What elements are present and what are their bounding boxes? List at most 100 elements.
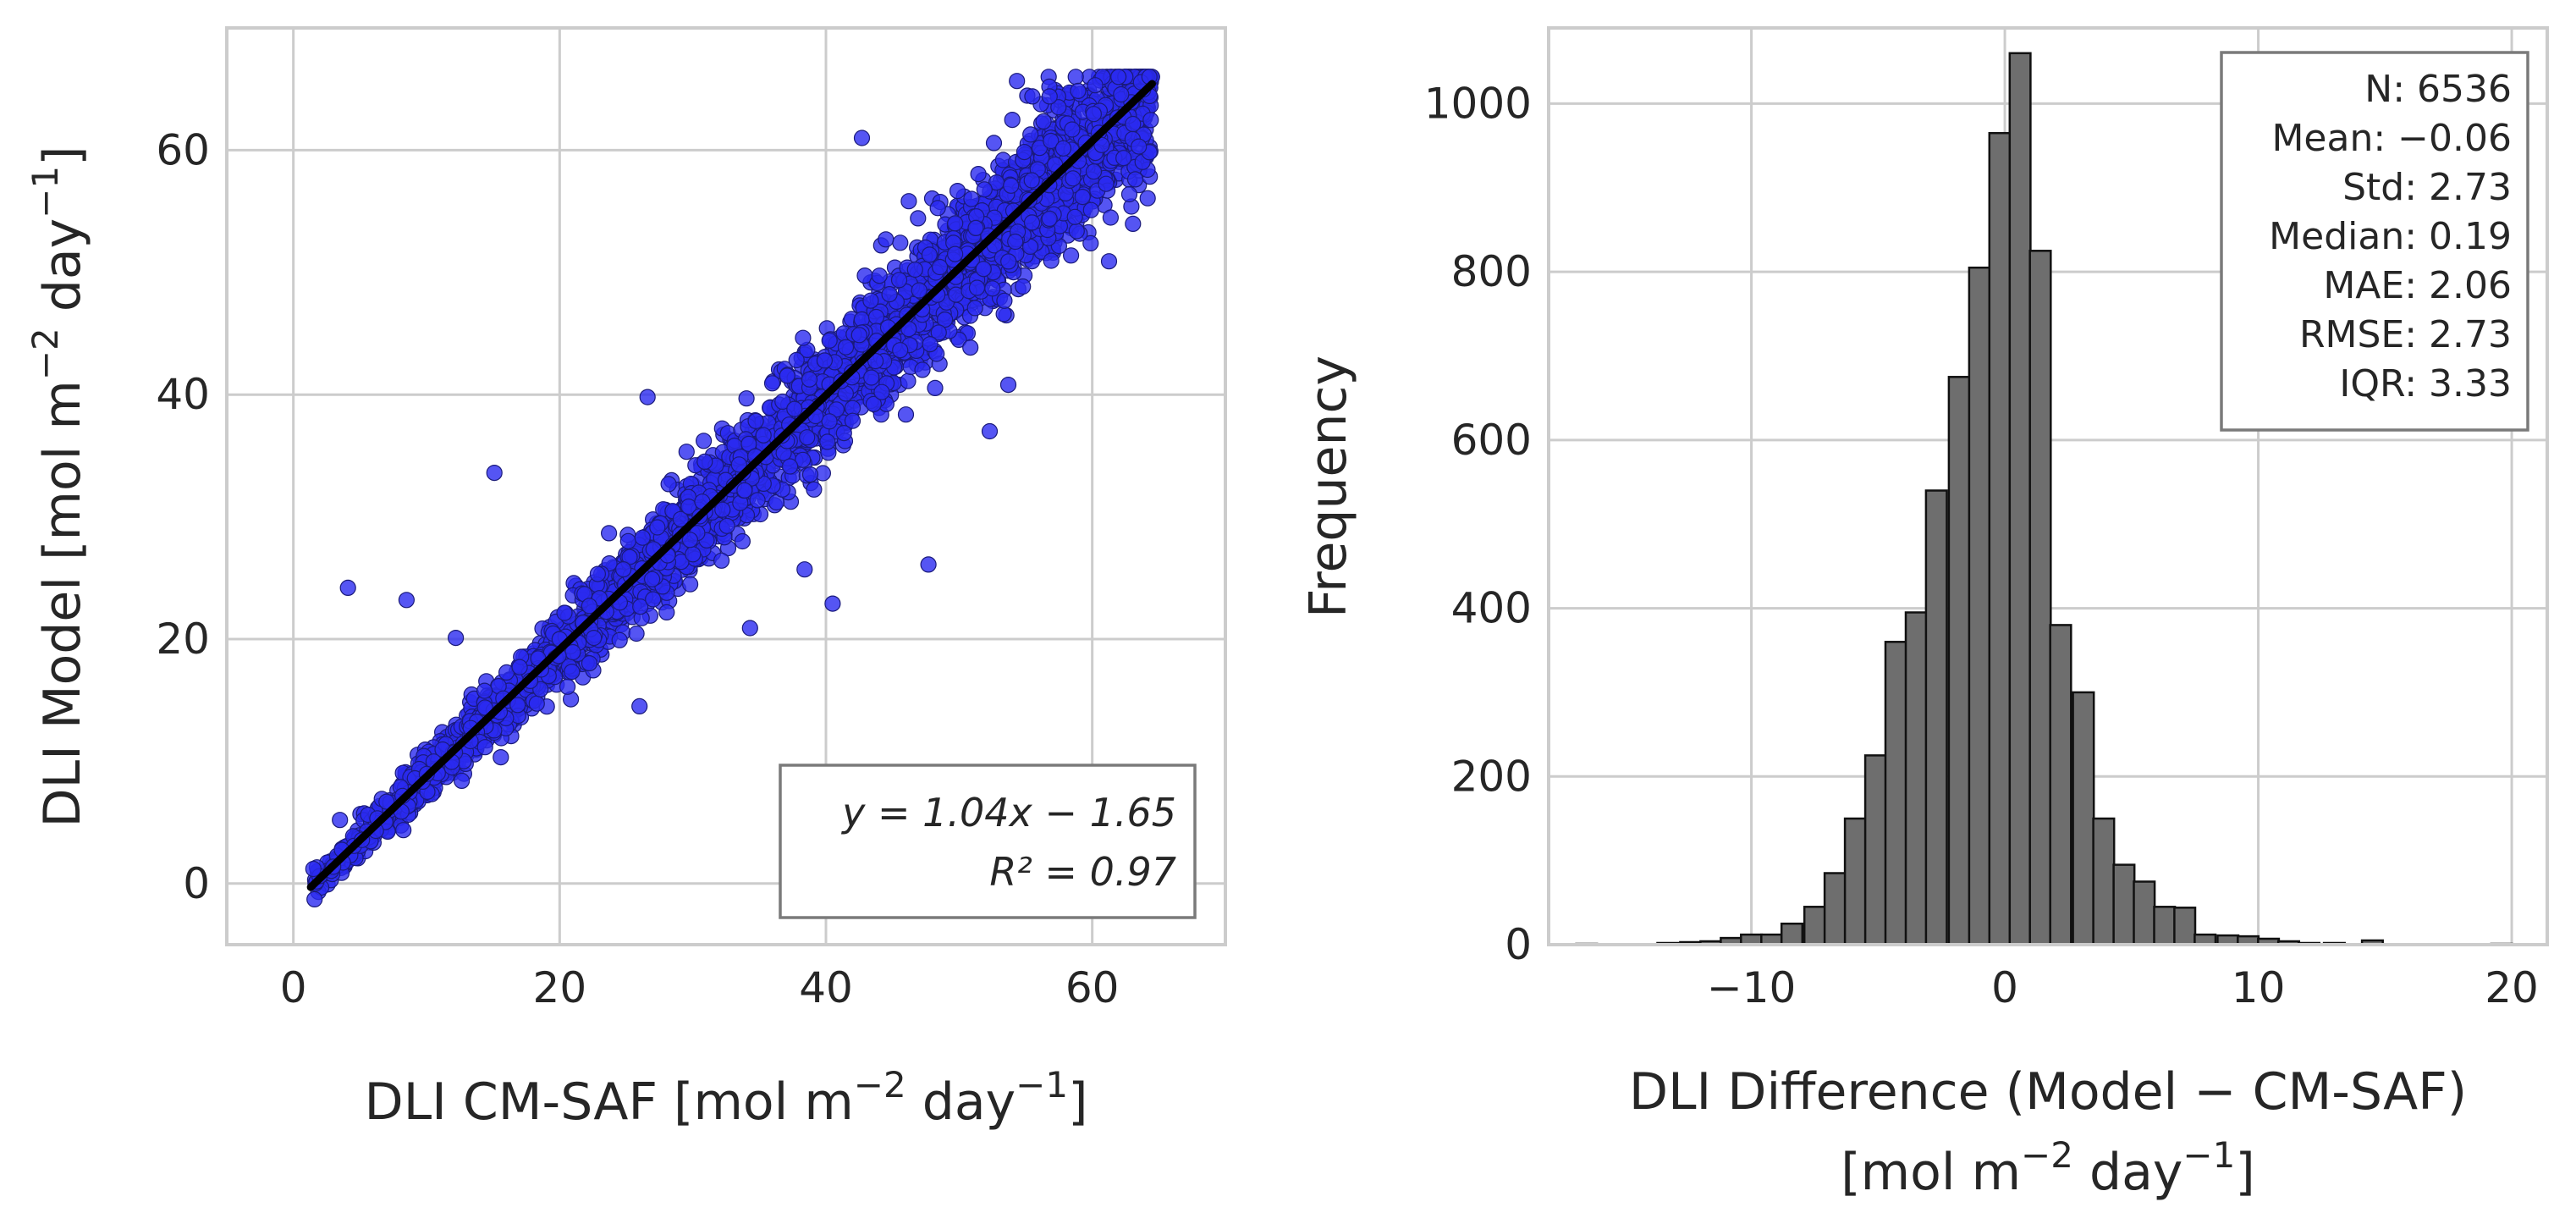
scatter-point (1007, 233, 1024, 251)
scatter-point (1067, 69, 1084, 85)
histogram-bars (1575, 52, 2513, 946)
scatter-outlier-point (1041, 88, 1058, 105)
scatter-point (867, 308, 885, 326)
scatter-outlier-point (920, 556, 937, 573)
scatter-point (1074, 189, 1091, 206)
scatter-point (1054, 140, 1072, 157)
scatter-point (713, 552, 730, 569)
histogram-bar (2112, 863, 2136, 946)
scatter-point (911, 282, 927, 299)
scatter-outlier-point (631, 697, 648, 715)
scatter-point (763, 375, 781, 392)
scatter-point (493, 748, 509, 766)
scatter-point (1023, 214, 1041, 231)
histogram-y-tick-label: 1000 (1424, 79, 1532, 128)
scatter-point (1085, 163, 1103, 180)
scatter-point (963, 190, 980, 207)
histogram-bar (1863, 754, 1887, 946)
scatter-point (921, 246, 938, 263)
scatter-point (1050, 99, 1067, 116)
histogram-y-tick-labels: 0 200 400 600 800 1000 (1424, 79, 1532, 969)
scatter-point (749, 492, 766, 509)
histogram-x-tick-labels: −10 0 10 20 (1707, 963, 2539, 1012)
histogram-bar (1988, 131, 2012, 946)
histogram-y-tick-label: 400 (1451, 584, 1532, 633)
scatter-outlier-point (741, 620, 758, 637)
scatter-point (734, 532, 751, 550)
histogram-bar (1803, 906, 1827, 946)
scatter-point (589, 565, 607, 582)
scatter-point (1023, 172, 1040, 189)
histogram-y-axis-label: Frequency (1299, 356, 1358, 618)
histogram-y-tick-label: 0 (1505, 920, 1532, 969)
scatter-point (586, 629, 603, 647)
scatter-point (1125, 215, 1142, 232)
scatter-point (1082, 234, 1099, 251)
scatter-point (747, 412, 764, 429)
scatter-point (806, 481, 823, 498)
scatter-point (1126, 171, 1144, 188)
scatter-point (892, 342, 909, 359)
scatter-point (528, 695, 545, 712)
scatter-point (906, 261, 923, 278)
stats-line: N: 6536 (2364, 68, 2512, 111)
scatter-point (801, 466, 819, 483)
scatter-point (799, 429, 816, 446)
scatter-outlier-point (946, 245, 964, 262)
scatter-point (967, 219, 984, 236)
histogram-y-tick-label: 600 (1451, 416, 1532, 465)
scatter-x-tick-label: 40 (799, 963, 853, 1012)
scatter-point (1098, 175, 1115, 192)
scatter-point (678, 444, 695, 460)
scatter-point (614, 560, 632, 578)
scatter-point (1068, 223, 1085, 240)
scatter-point (600, 525, 618, 542)
scatter-point (1065, 170, 1082, 187)
scatter-point (1139, 190, 1156, 207)
scatter-point (1115, 150, 1132, 167)
scatter-point (681, 576, 699, 593)
scatter-point (1016, 144, 1033, 161)
scatter-point (1102, 209, 1120, 226)
scatter-point (931, 258, 949, 276)
scatter-point (850, 327, 867, 344)
stats-line: MAE: 2.06 (2323, 264, 2512, 307)
scatter-point (1087, 77, 1104, 94)
histogram-y-tick-label: 800 (1451, 247, 1532, 296)
scatter-point (556, 604, 573, 621)
scatter-point (1082, 201, 1099, 218)
scatter-point (378, 793, 395, 810)
histogram-bar (2092, 817, 2116, 946)
histogram-bar (1924, 489, 1948, 946)
histogram-x-axis-label-line1: DLI Difference (Model − CM-SAF) (1629, 1062, 2467, 1122)
scatter-y-tick-label: 0 (183, 859, 210, 908)
scatter-outlier-point (878, 231, 894, 248)
scatter-point (835, 425, 852, 442)
scatter-point (645, 591, 662, 608)
scatter-x-tick-label: 60 (1065, 963, 1120, 1012)
scatter-point (718, 517, 735, 534)
histogram-x-tick-label: 20 (2485, 963, 2539, 1012)
scatter-outlier-point (999, 377, 1017, 394)
scatter-point (962, 339, 979, 356)
scatter-point (632, 598, 649, 615)
scatter-point (649, 519, 666, 536)
stats-line: IQR: 3.33 (2339, 362, 2512, 405)
scatter-point (867, 352, 884, 370)
scatter-point (476, 739, 493, 756)
scatter-point (795, 451, 812, 468)
stats-lines: N: 6536 Mean: −0.06 Std: 2.73 Median: 0.19 M… (2269, 68, 2512, 405)
scatter-point (1093, 136, 1110, 153)
histogram-bar (1947, 376, 1971, 946)
regression-annotation-box (779, 764, 1197, 919)
scatter-outlier-point (305, 860, 322, 878)
scatter-point (968, 279, 986, 296)
scatter-point (910, 210, 927, 227)
scatter-point (1009, 73, 1026, 90)
scatter-point (865, 395, 883, 412)
scatter-point (881, 286, 898, 303)
scatter-point (511, 659, 528, 675)
scatter-point (1035, 113, 1052, 130)
scatter-panel: 0 20 40 60 0 20 40 60 y = 1.04x − 1.65 R² = 0.… (25, 26, 1227, 1132)
scatter-outlier-point (796, 561, 813, 578)
